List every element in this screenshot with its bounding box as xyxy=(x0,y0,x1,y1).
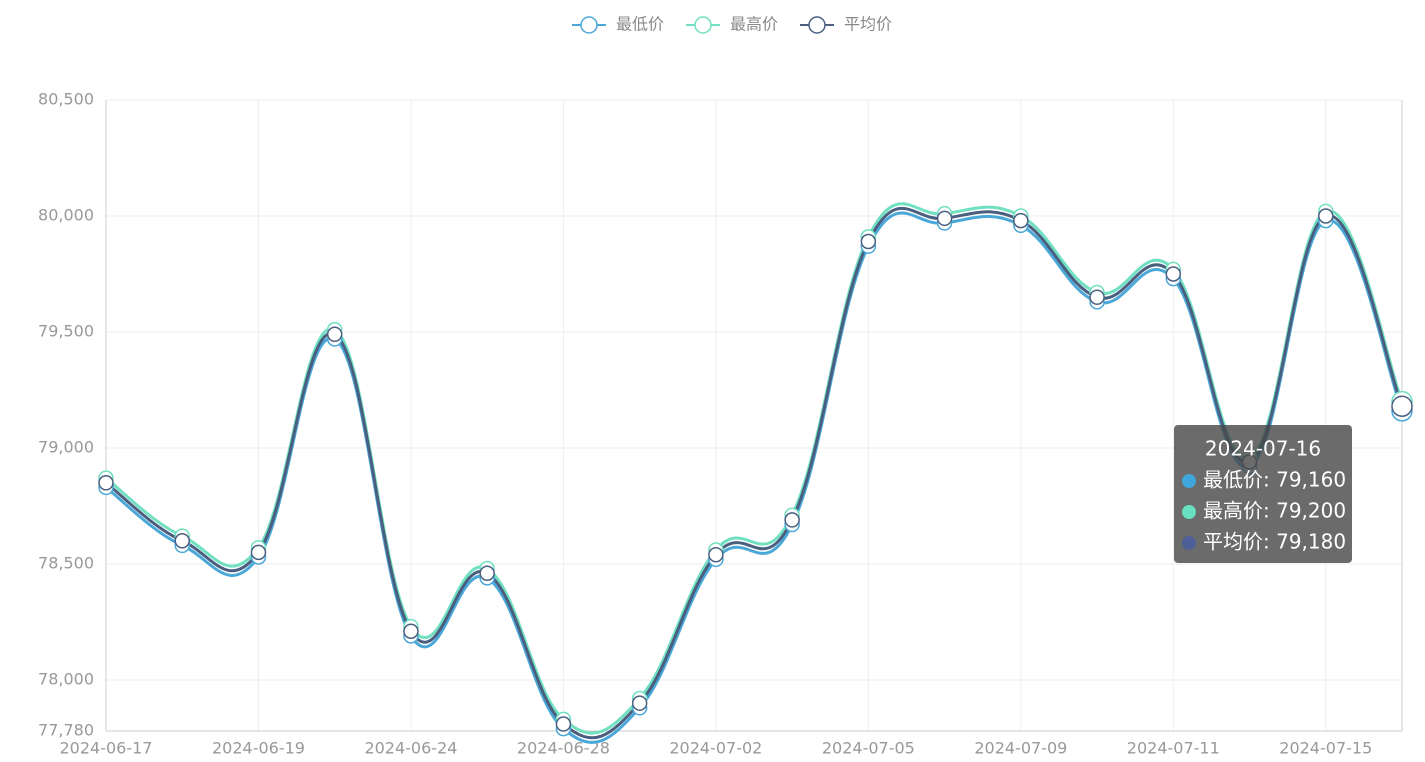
x-tick-label: 2024-06-17 xyxy=(60,739,153,758)
point-marker xyxy=(631,695,648,711)
y-tick-label: 80,000 xyxy=(38,205,94,224)
tooltip-title: 2024-07-16 xyxy=(1205,437,1321,461)
y-tick-label: 80,500 xyxy=(38,90,94,109)
tooltip-row: 平均价: 79,180 xyxy=(1203,530,1346,554)
tooltip: 2024-07-16 最低价: 79,160 最高价: 79,200 平均价: 79,… xyxy=(1174,425,1352,563)
x-tick-label: 2024-06-24 xyxy=(364,739,457,758)
tooltip-dot xyxy=(1182,536,1196,550)
legend-label: 最低价 xyxy=(616,15,664,34)
x-tick-label: 2024-07-11 xyxy=(1127,739,1220,758)
legend-marker xyxy=(694,16,712,34)
point-marker xyxy=(708,546,724,563)
point-marker xyxy=(1318,208,1334,224)
legend-label: 最高价 xyxy=(730,15,778,34)
point-marker xyxy=(1013,212,1029,229)
point-marker xyxy=(1391,395,1413,417)
point-marker xyxy=(250,544,267,561)
y-tick-label: 77,780 xyxy=(38,721,94,740)
tooltip-row: 最低价: 79,160 xyxy=(1203,468,1346,492)
point-marker xyxy=(1089,289,1105,305)
y-tick-label: 79,000 xyxy=(38,437,94,456)
point-marker xyxy=(784,512,800,528)
x-tick-label: 2024-07-02 xyxy=(669,739,762,758)
legend-marker xyxy=(808,16,826,34)
tooltip-box xyxy=(1174,425,1352,563)
point-marker xyxy=(479,565,495,581)
point-marker xyxy=(936,210,953,227)
point-marker xyxy=(860,233,877,250)
point-marker xyxy=(403,623,419,639)
x-tick-label: 2024-06-19 xyxy=(212,739,305,758)
tooltip-dot xyxy=(1182,474,1196,488)
y-tick-label: 79,500 xyxy=(38,321,94,340)
point-marker xyxy=(326,326,343,343)
point-marker xyxy=(555,716,572,732)
y-tick-label: 78,500 xyxy=(38,553,94,572)
point-marker xyxy=(1165,266,1182,282)
y-tick-label: 78,000 xyxy=(38,669,94,688)
point-marker xyxy=(98,475,114,491)
tooltip-row: 最高价: 79,200 xyxy=(1203,499,1346,523)
point-marker xyxy=(174,533,190,549)
x-tick-label: 2024-07-15 xyxy=(1279,739,1372,758)
legend-marker xyxy=(580,16,598,34)
tooltip-dot xyxy=(1182,505,1196,519)
x-tick-label: 2024-07-05 xyxy=(822,739,915,758)
legend-label: 平均价 xyxy=(844,15,892,34)
x-tick-label: 2024-07-09 xyxy=(974,739,1067,758)
